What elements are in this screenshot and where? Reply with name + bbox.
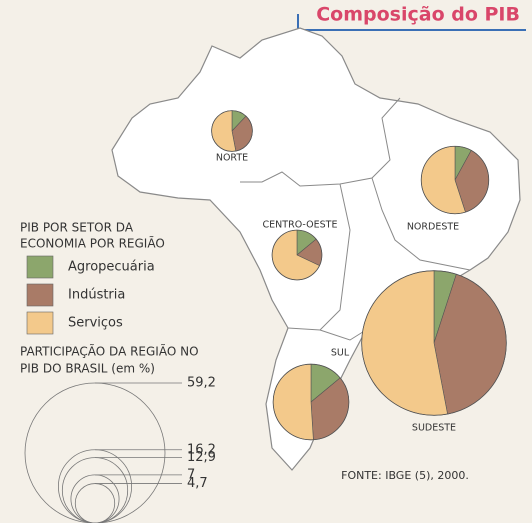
region-label: SUL: [331, 348, 350, 359]
legend-title: PIB POR SETOR DA: [20, 221, 134, 235]
legend-label: Serviços: [68, 316, 123, 331]
region-label: CENTRO-OESTE: [263, 220, 338, 231]
size-legend-label: 4,7: [187, 476, 208, 491]
size-legend-circle: [70, 474, 120, 523]
region-label: SUDESTE: [412, 423, 456, 434]
legend-label: Agropecuária: [68, 260, 155, 275]
pie-outline: [420, 145, 490, 215]
pie-outline: [361, 270, 507, 416]
size-legend-title: PIB DO BRASIL (em %): [20, 362, 155, 376]
region-label: NORTE: [216, 153, 248, 164]
size-legend-label: 59,2: [187, 376, 216, 391]
title: Composição do PIB: [316, 4, 520, 26]
region-border: [287, 183, 351, 331]
legend-label: Indústria: [68, 288, 125, 303]
size-legend-label: 16,2: [187, 442, 216, 457]
legend-swatch: [26, 283, 54, 307]
pie-outline: [271, 229, 323, 281]
pie-outline: [272, 363, 350, 441]
size-legend-circle: [24, 382, 166, 523]
legend-swatch: [26, 255, 54, 279]
size-legend-circle: [57, 449, 133, 523]
size-legend-label: 12,9: [187, 450, 216, 465]
pie-outline: [211, 110, 253, 152]
legend-title: ECONOMIA POR REGIÃO: [20, 236, 165, 251]
legend-swatch: [26, 311, 54, 335]
source: FONTE: IBGE (5), 2000.: [341, 469, 469, 482]
size-legend-label: 7: [187, 467, 195, 482]
region-border: [319, 329, 367, 341]
size-legend-title: PARTICIPAÇÃO DA REGIÃO NO: [20, 344, 199, 359]
region-label: NORDESTE: [407, 222, 459, 233]
region-border: [371, 177, 471, 271]
size-legend-circle: [74, 483, 116, 523]
